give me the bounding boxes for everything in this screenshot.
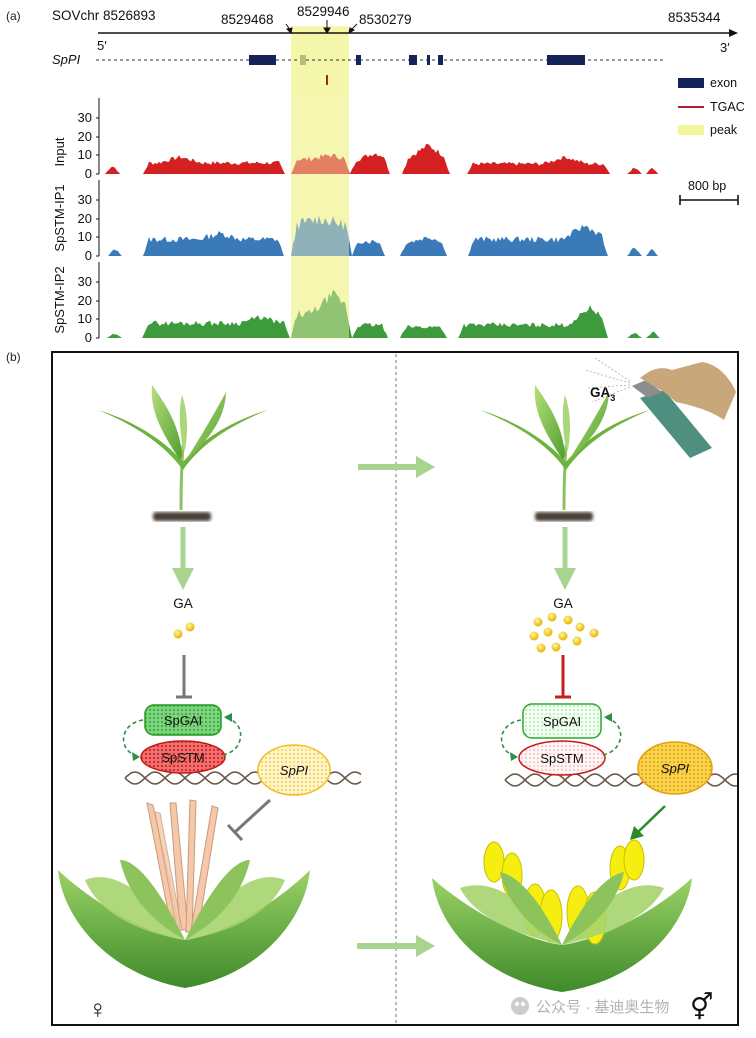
track-ip2-tick-30: 30: [78, 274, 92, 289]
feedback-arrowhead-right-2: [604, 713, 612, 722]
feedback-arrows-left: [122, 717, 242, 757]
track-input-label: Input: [52, 137, 67, 166]
track-ip1-coverage: [108, 215, 658, 256]
five-prime-label: 5′: [97, 38, 107, 53]
seedling-left: [98, 385, 268, 521]
coord-8529468: 8529468: [221, 12, 274, 27]
arrow-down-right: [554, 527, 576, 590]
sppi-gene-right: [637, 741, 713, 795]
track-ip2-tick-20: 20: [78, 293, 92, 308]
axis-arrowhead: [729, 29, 738, 37]
hermaphrodite-symbol: ⚥: [690, 992, 713, 1022]
feedback-arrowhead-left-1: [132, 752, 140, 761]
legend-tgac-label: TGAC: [710, 100, 745, 114]
sppi-label-left: SpPI: [280, 763, 309, 778]
legend-peak-label: peak: [710, 123, 738, 137]
track-ip1-tick-30: 30: [78, 192, 92, 207]
inhibition-right: [555, 655, 571, 699]
track-input-tick-30: 30: [78, 110, 92, 125]
inhibition-left: [176, 655, 192, 699]
seedling-right: [480, 385, 650, 521]
sppi-gene-left: [257, 744, 331, 796]
track-ip2-tick-0: 0: [85, 330, 92, 345]
progress-arrow-top: [358, 456, 435, 478]
ga3-label: GA3: [590, 385, 615, 403]
exon-blocks: [249, 55, 585, 65]
progress-arrow-bottom: [357, 935, 435, 957]
ga-molecules-right: [529, 612, 599, 653]
sppi-label-right: SpPI: [661, 761, 690, 776]
peak-overlay: [291, 96, 349, 340]
track-ip1-tick-10: 10: [78, 229, 92, 244]
coord-8529946: 8529946: [297, 4, 350, 19]
ga-label-right: GA: [553, 596, 573, 611]
track-ip2: SpSTM-IP2 30 20 10 0: [52, 262, 660, 345]
track-input-tick-20: 20: [78, 129, 92, 144]
panel-a-label: (a): [6, 9, 21, 23]
female-symbol: ♀: [88, 994, 108, 1024]
spgai-complex-left: [144, 704, 222, 736]
three-prime-label: 3′: [720, 40, 730, 55]
exon-in-peak: [300, 55, 306, 65]
track-ip1: SpSTM-IP1 30 20 10 0: [52, 180, 658, 263]
spgai-complex-right: [522, 703, 602, 739]
watermark-text: 公众号 · 基迪奥生物: [536, 999, 669, 1016]
male-flower: [432, 839, 692, 992]
gene-label: SpPI: [52, 52, 81, 67]
track-ip2-coverage: [107, 289, 660, 338]
scale-bar: [679, 195, 739, 205]
feedback-arrows-right: [500, 717, 622, 757]
panel-b-frame: [51, 351, 739, 1026]
track-ip1-tick-20: 20: [78, 211, 92, 226]
track-ip2-tick-10: 10: [78, 311, 92, 326]
spstm-complex-right: [518, 740, 606, 776]
arrow-down-left: [172, 527, 194, 590]
spgai-label-left: SpGAI: [164, 713, 202, 728]
panel-b-label: (b): [6, 350, 21, 364]
peak-highlight: [291, 26, 349, 338]
spgai-label-right: SpGAI: [543, 714, 581, 729]
scale-bar-label: 800 bp: [688, 179, 726, 193]
track-ip2-label: SpSTM-IP2: [52, 266, 67, 333]
track-input-coverage: [105, 144, 658, 174]
spray-bottle-icon: [584, 357, 736, 458]
coord-end: 8535344: [668, 10, 721, 25]
legend-peak-swatch: [678, 125, 704, 135]
feedback-arrowhead-left-2: [224, 713, 232, 722]
tgac-site: [326, 75, 328, 85]
coord-pointer-arrows: [285, 20, 358, 35]
track-input: Input 30 20 10 0: [52, 98, 658, 181]
spstm-label-left: SpSTM: [161, 750, 204, 765]
ga-label-left: GA: [173, 596, 193, 611]
track-ip1-tick-0: 0: [85, 248, 92, 263]
activation-sppi-right: [630, 805, 666, 840]
track-ip1-label: SpSTM-IP1: [52, 184, 67, 251]
inhibition-sppi-left: [226, 798, 272, 842]
chrom-start-label: SOVchr 8526893: [52, 8, 156, 23]
spstm-complex-left: [140, 740, 226, 774]
coord-8530279: 8530279: [359, 12, 412, 27]
watermark: 公众号 · 基迪奥生物: [511, 997, 669, 1016]
ga-molecules-left: [173, 622, 195, 639]
female-flower: [58, 799, 310, 988]
track-input-tick-10: 10: [78, 147, 92, 162]
spstm-label-right: SpSTM: [540, 751, 583, 766]
track-input-tick-0: 0: [85, 166, 92, 181]
feedback-arrowhead-right-1: [510, 752, 518, 761]
legend-exon-label: exon: [710, 76, 737, 90]
track-legend: exon TGAC peak: [678, 76, 745, 137]
legend-exon-swatch: [678, 78, 704, 88]
